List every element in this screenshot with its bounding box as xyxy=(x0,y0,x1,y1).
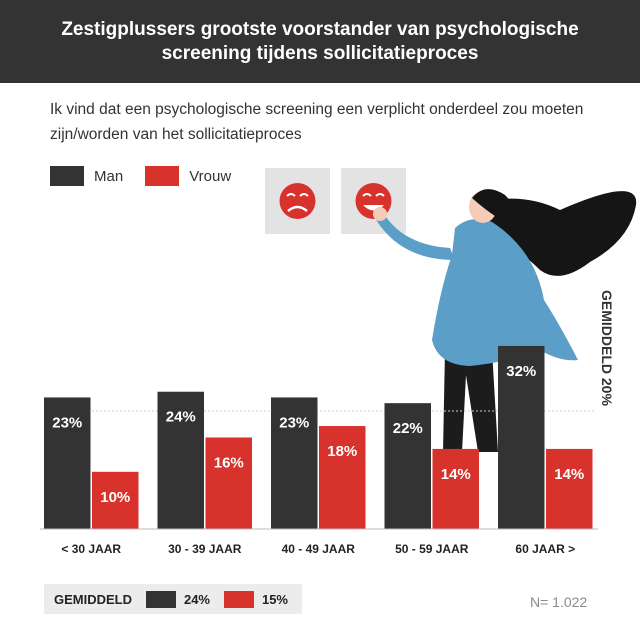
data-label-man-4: 32% xyxy=(506,363,536,380)
chart-legend: Man Vrouw xyxy=(50,166,253,186)
chart-subtitle: Ik vind dat een psychologische screening… xyxy=(50,101,584,143)
bar-man-1 xyxy=(157,391,204,529)
bar-vrouw-4 xyxy=(546,448,593,529)
data-label-vrouw-3: 14% xyxy=(441,466,471,483)
data-label-man-0: 23% xyxy=(52,414,82,431)
data-label-man-2: 23% xyxy=(279,414,309,431)
x-tick-label-2: 40 - 49 JAAR xyxy=(282,542,356,556)
x-axis-labels: < 30 JAAR 30 - 39 JAAR 40 - 49 JAAR 50 - 59… xyxy=(61,542,575,556)
average-value-man: 24% xyxy=(183,591,210,607)
data-label-vrouw-4: 14% xyxy=(554,466,584,483)
x-tick-label-4: 60 JAAR > xyxy=(515,542,575,556)
woman-illustration xyxy=(373,189,637,452)
legend-label-man: Man xyxy=(94,167,124,185)
bar-vrouw-2 xyxy=(319,426,366,529)
x-tick-label-0: < 30 JAAR xyxy=(61,542,121,556)
bar-man-0 xyxy=(44,397,91,529)
legend-item-man: Man xyxy=(50,166,123,186)
page-title: Zestigplussers grootste voorstander van … xyxy=(61,18,579,64)
data-label-man-3: 22% xyxy=(393,420,423,437)
legend-label-vrouw: Vrouw xyxy=(189,167,232,185)
average-value-vrouw: 15% xyxy=(261,591,288,607)
legend-swatch-vrouw xyxy=(145,166,180,186)
header-bar: Zestigplussers grootste voorstander van … xyxy=(0,0,640,83)
x-tick-label-1: 30 - 39 JAAR xyxy=(168,542,242,556)
average-swatch-vrouw xyxy=(224,590,254,608)
average-footer-label: GEMIDDELD xyxy=(54,591,132,607)
average-swatch-man xyxy=(146,590,176,608)
happy-face-icon xyxy=(341,168,406,234)
bar-man-3 xyxy=(384,403,431,529)
bar-vrouw-1 xyxy=(205,437,252,529)
average-footer: GEMIDDELD 24% 15% xyxy=(44,584,302,614)
bar-vrouw-3 xyxy=(432,448,479,529)
sad-face-icon xyxy=(265,168,330,234)
sample-size-note: N= 1.022 xyxy=(530,594,588,610)
legend-swatch-man xyxy=(50,166,84,186)
bars-group: 23% 10% 24% 16% 23% 18% 22% 14% 32% 14% xyxy=(44,345,593,529)
data-label-vrouw-1: 16% xyxy=(214,454,244,471)
bar-man-4 xyxy=(498,345,545,529)
bar-man-2 xyxy=(271,397,318,529)
data-label-man-1: 24% xyxy=(166,409,196,426)
average-line-label: GEMIDDELD 20% xyxy=(599,290,615,406)
bar-vrouw-0 xyxy=(92,471,139,529)
x-tick-label-3: 50 - 59 JAAR xyxy=(395,542,469,556)
data-label-vrouw-0: 10% xyxy=(100,489,130,506)
data-label-vrouw-2: 18% xyxy=(327,443,357,460)
legend-item-vrouw: Vrouw xyxy=(145,166,231,186)
